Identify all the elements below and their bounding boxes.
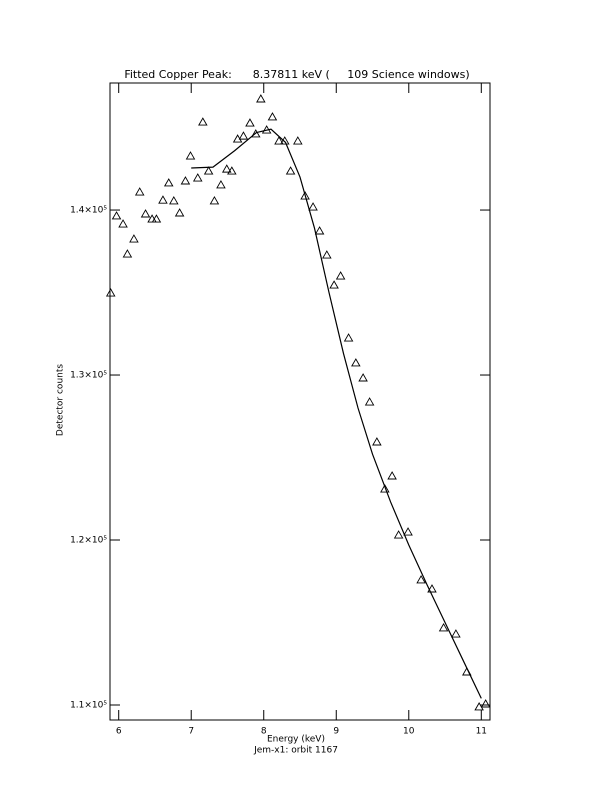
x-tick-label: 10	[403, 727, 415, 737]
data-point	[134, 187, 145, 196]
data-point	[322, 250, 332, 259]
data-point	[403, 527, 413, 536]
x-tick-label: 11	[476, 727, 487, 737]
data-point	[203, 166, 214, 175]
x-tick-label: 8	[261, 727, 267, 737]
data-point	[380, 484, 390, 493]
data-point	[192, 173, 203, 182]
data-point	[267, 112, 278, 121]
y-tick-label: 1.4×10⁵	[70, 206, 107, 216]
data-point	[105, 288, 116, 297]
data-point	[198, 117, 208, 126]
data-point	[158, 195, 168, 204]
data-point	[343, 333, 354, 342]
data-point	[151, 214, 162, 223]
x-tick-label: 6	[116, 727, 122, 737]
data-point	[300, 191, 310, 200]
data-point	[293, 136, 303, 145]
data-point	[185, 151, 196, 160]
data-point	[227, 166, 237, 175]
data-point	[140, 209, 151, 218]
data-point	[129, 234, 139, 243]
y-tick-label: 1.2×10⁵	[70, 536, 107, 546]
y-axis-label: Detector counts	[56, 364, 66, 436]
data-point	[416, 575, 426, 584]
data-point	[163, 178, 174, 187]
data-point	[250, 129, 261, 138]
data-point	[238, 131, 249, 140]
data-point	[174, 208, 185, 217]
data-point	[358, 373, 368, 382]
plot-frame	[109, 82, 491, 721]
data-point	[480, 699, 491, 708]
data-point	[285, 166, 296, 175]
data-point	[221, 164, 232, 173]
subtitle: Jem-x1: orbit 1167	[253, 746, 338, 756]
x-tick-label: 9	[333, 727, 339, 737]
data-point	[274, 136, 284, 145]
chart-title: Fitted Copper Peak: 8.37811 keV ( 109 Sc…	[124, 68, 469, 81]
data-point	[169, 196, 179, 205]
data-point	[308, 202, 318, 211]
data-point	[256, 94, 266, 103]
data-point	[364, 397, 375, 406]
data-point	[351, 358, 361, 367]
data-point	[314, 226, 325, 235]
data-point	[393, 530, 404, 539]
data-point	[329, 280, 339, 289]
data-point	[387, 471, 397, 480]
data-point	[111, 211, 122, 220]
data-point	[209, 196, 220, 205]
data-point	[451, 629, 461, 638]
data-point	[118, 219, 128, 228]
data-point	[122, 249, 133, 258]
data-point	[216, 180, 226, 189]
data-point	[372, 437, 382, 446]
data-point	[245, 118, 255, 127]
data-point	[427, 584, 437, 593]
x-axis-label: Energy (keV)	[267, 735, 325, 745]
data-point	[335, 271, 346, 280]
y-tick-label: 1.1×10⁵	[70, 700, 107, 710]
y-tick-label: 1.3×10⁵	[70, 371, 107, 381]
data-point	[180, 176, 191, 185]
x-tick-label: 7	[188, 727, 194, 737]
data-point	[438, 623, 449, 632]
data-point	[474, 702, 484, 711]
fit-line	[191, 128, 482, 699]
